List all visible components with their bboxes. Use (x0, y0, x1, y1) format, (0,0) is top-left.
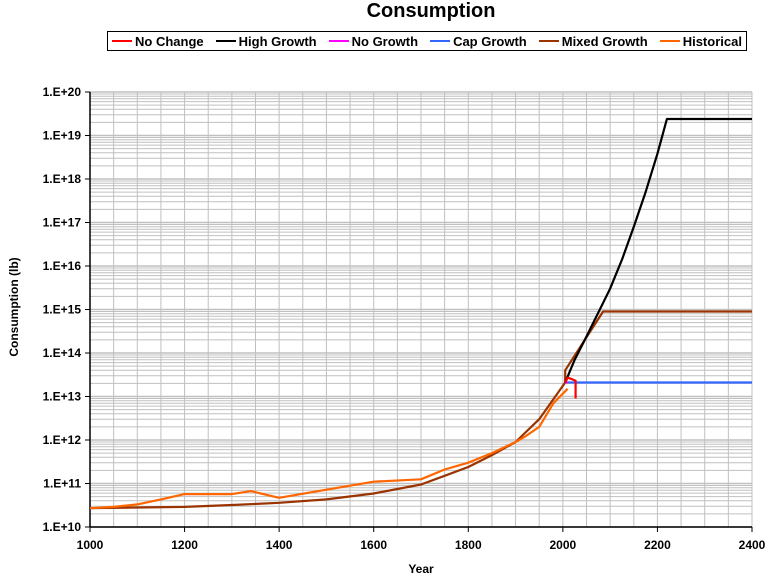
chart-title: Consumption (366, 0, 496, 22)
y-tick-label: 1.E+18 (43, 172, 82, 186)
y-tick-label: 1.E+19 (43, 129, 82, 143)
tick-labels: 1.E+10 1.E+11 1.E+12 1.E+13 1.E+14 1.E+15 1.E+… (43, 85, 766, 552)
y-tick-label: 1.E+20 (43, 85, 82, 99)
series-line-mixed-growth (89, 310, 752, 510)
legend-label: No Growth (351, 33, 419, 49)
y-tick-label: 1.E+12 (43, 433, 82, 447)
legend: No Change High Growth No Growth Cap Growth M… (107, 31, 747, 51)
y-tick-label: 1.E+14 (43, 346, 82, 360)
x-tick-label: 2000 (550, 538, 577, 552)
x-tick-label: 1400 (266, 538, 293, 552)
y-tick-label: 1.E+13 (43, 390, 82, 404)
y-tick-label: 1.E+15 (43, 303, 82, 317)
legend-label: Mixed Growth (561, 33, 648, 49)
legend-swatch (215, 40, 236, 42)
legend-item-high-growth: High Growth (215, 33, 317, 49)
x-tick-label: 1800 (455, 538, 482, 552)
series-line-no-change (564, 376, 577, 399)
x-tick-label: 1200 (171, 538, 198, 552)
y-tick-label: 1.E+16 (43, 259, 82, 273)
legend-item-no-growth: No Growth (328, 33, 419, 49)
y-tick-label: 1.E+17 (43, 216, 82, 230)
series-line-high-growth (564, 117, 752, 383)
x-tick-label: 2400 (739, 538, 766, 552)
legend-label: Cap Growth (453, 33, 527, 49)
legend-item-historical: Historical (659, 33, 742, 49)
legend-label: High Growth (238, 33, 317, 49)
series-line-historical (89, 388, 569, 510)
axes (85, 91, 753, 532)
x-tick-label: 1000 (77, 538, 104, 552)
legend-item-mixed-growth: Mixed Growth (538, 33, 648, 49)
legend-item-no-change: No Change (112, 34, 204, 49)
series-lines (89, 117, 752, 510)
legend-swatch (328, 40, 349, 42)
legend-swatch (538, 40, 559, 42)
x-tick-label: 1600 (360, 538, 387, 552)
x-axis-label: Year (408, 562, 434, 576)
x-tick-label: 2200 (644, 538, 671, 552)
legend-swatch (659, 40, 680, 42)
legend-item-cap-growth: Cap Growth (430, 34, 527, 49)
gridlines (90, 91, 753, 528)
legend-label: Historical (682, 33, 742, 49)
y-tick-label: 1.E+11 (43, 477, 81, 491)
legend-label: No Change (135, 33, 204, 49)
legend-swatch (430, 40, 451, 42)
y-tick-label: 1.E+10 (43, 520, 82, 534)
legend-swatch (112, 40, 132, 42)
